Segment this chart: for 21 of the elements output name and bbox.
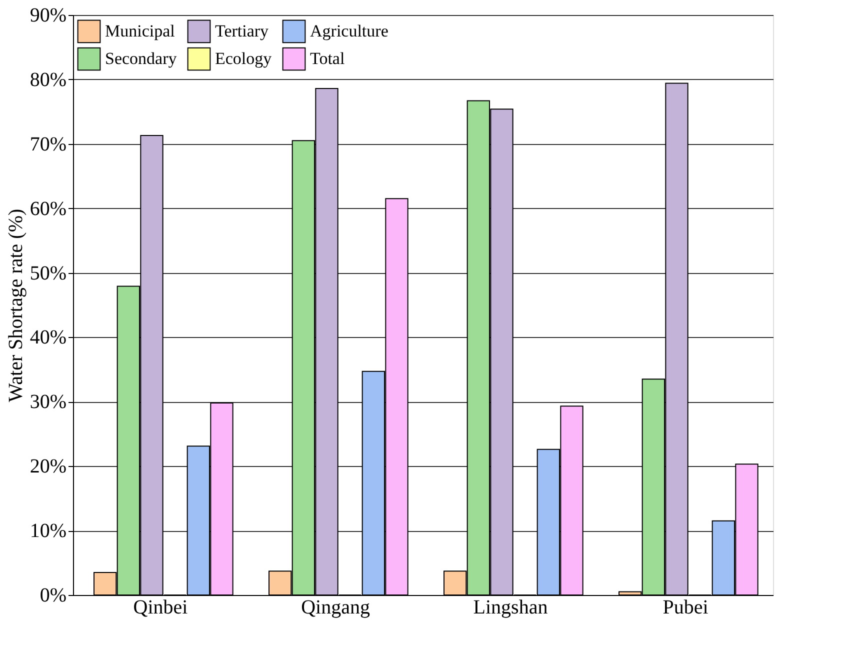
y-tick-label: 60%: [30, 198, 66, 220]
legend-label: Tertiary: [215, 21, 270, 40]
y-tick-label: 0%: [40, 584, 66, 606]
legend-label: Agriculture: [310, 21, 388, 40]
y-tick-label: 70%: [30, 133, 66, 156]
y-tick-label: 50%: [30, 262, 66, 284]
y-tick-label: 40%: [30, 326, 66, 349]
y-tick-label: 10%: [30, 520, 66, 542]
x-tick-label: Lingshan: [473, 596, 548, 618]
legend-label: Total: [310, 49, 345, 68]
y-axis-title: Water Shortage rate (%): [4, 208, 27, 402]
y-tick-label: 30%: [30, 391, 66, 414]
x-tick-label: Qinbei: [133, 596, 188, 618]
y-tick-label: 20%: [30, 456, 66, 478]
legend-label: Secondary: [105, 49, 178, 68]
y-tick-label: 90%: [30, 4, 66, 26]
x-tick-label: Pubei: [662, 596, 709, 618]
legend-label: Municipal: [105, 21, 176, 40]
y-tick-label: 80%: [30, 68, 66, 91]
legend-label: Ecology: [215, 49, 272, 68]
x-tick-label: Qingang: [301, 596, 370, 618]
